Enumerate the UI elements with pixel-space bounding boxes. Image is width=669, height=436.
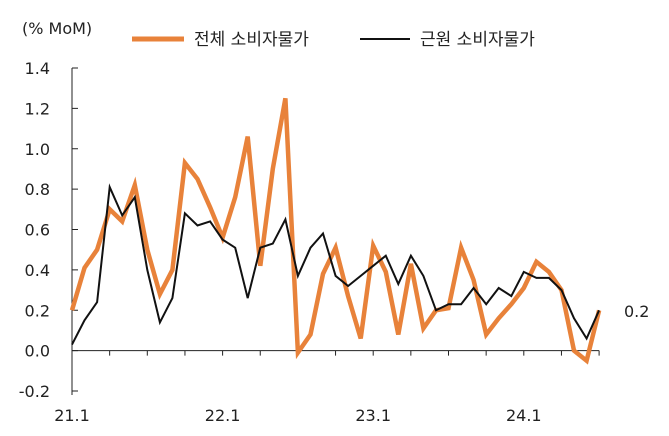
unit-label: (% MoM) bbox=[22, 19, 92, 38]
series-line-headline-cpi bbox=[69, 97, 602, 365]
y-tick-label: 0.2 bbox=[25, 301, 50, 320]
y-tick-label: 1.2 bbox=[25, 99, 50, 118]
legend-label-headline: 전체 소비자물가 bbox=[194, 30, 309, 50]
y-tick-label: 0.8 bbox=[25, 180, 50, 199]
series-layer bbox=[69, 97, 602, 365]
y-tick-label: 0.6 bbox=[25, 221, 50, 240]
legend: 전체 소비자물가 근원 소비자물가 bbox=[132, 30, 535, 50]
x-tick-label: 24.1 bbox=[506, 406, 542, 425]
axes: 1.4 1.2 1.0 0.8 0.6 0.4 0.2 0.0 -0.221.1 22.1 23.1… bbox=[19, 59, 600, 425]
y-tick-label: 0.0 bbox=[25, 342, 50, 361]
y-tick-label: 1.4 bbox=[25, 59, 50, 78]
y-tick-label: 0.4 bbox=[25, 261, 50, 280]
x-tick-label: 21.1 bbox=[54, 406, 90, 425]
end-value-label: 0.2 bbox=[624, 302, 649, 321]
y-tick-label: -0.2 bbox=[19, 382, 50, 401]
legend-label-core: 근원 소비자물가 bbox=[420, 30, 535, 50]
series-line-core-cpi bbox=[71, 183, 601, 346]
y-tick-label: 1.0 bbox=[25, 140, 50, 159]
x-tick-label: 23.1 bbox=[355, 406, 391, 425]
x-tick-label: 22.1 bbox=[205, 406, 241, 425]
